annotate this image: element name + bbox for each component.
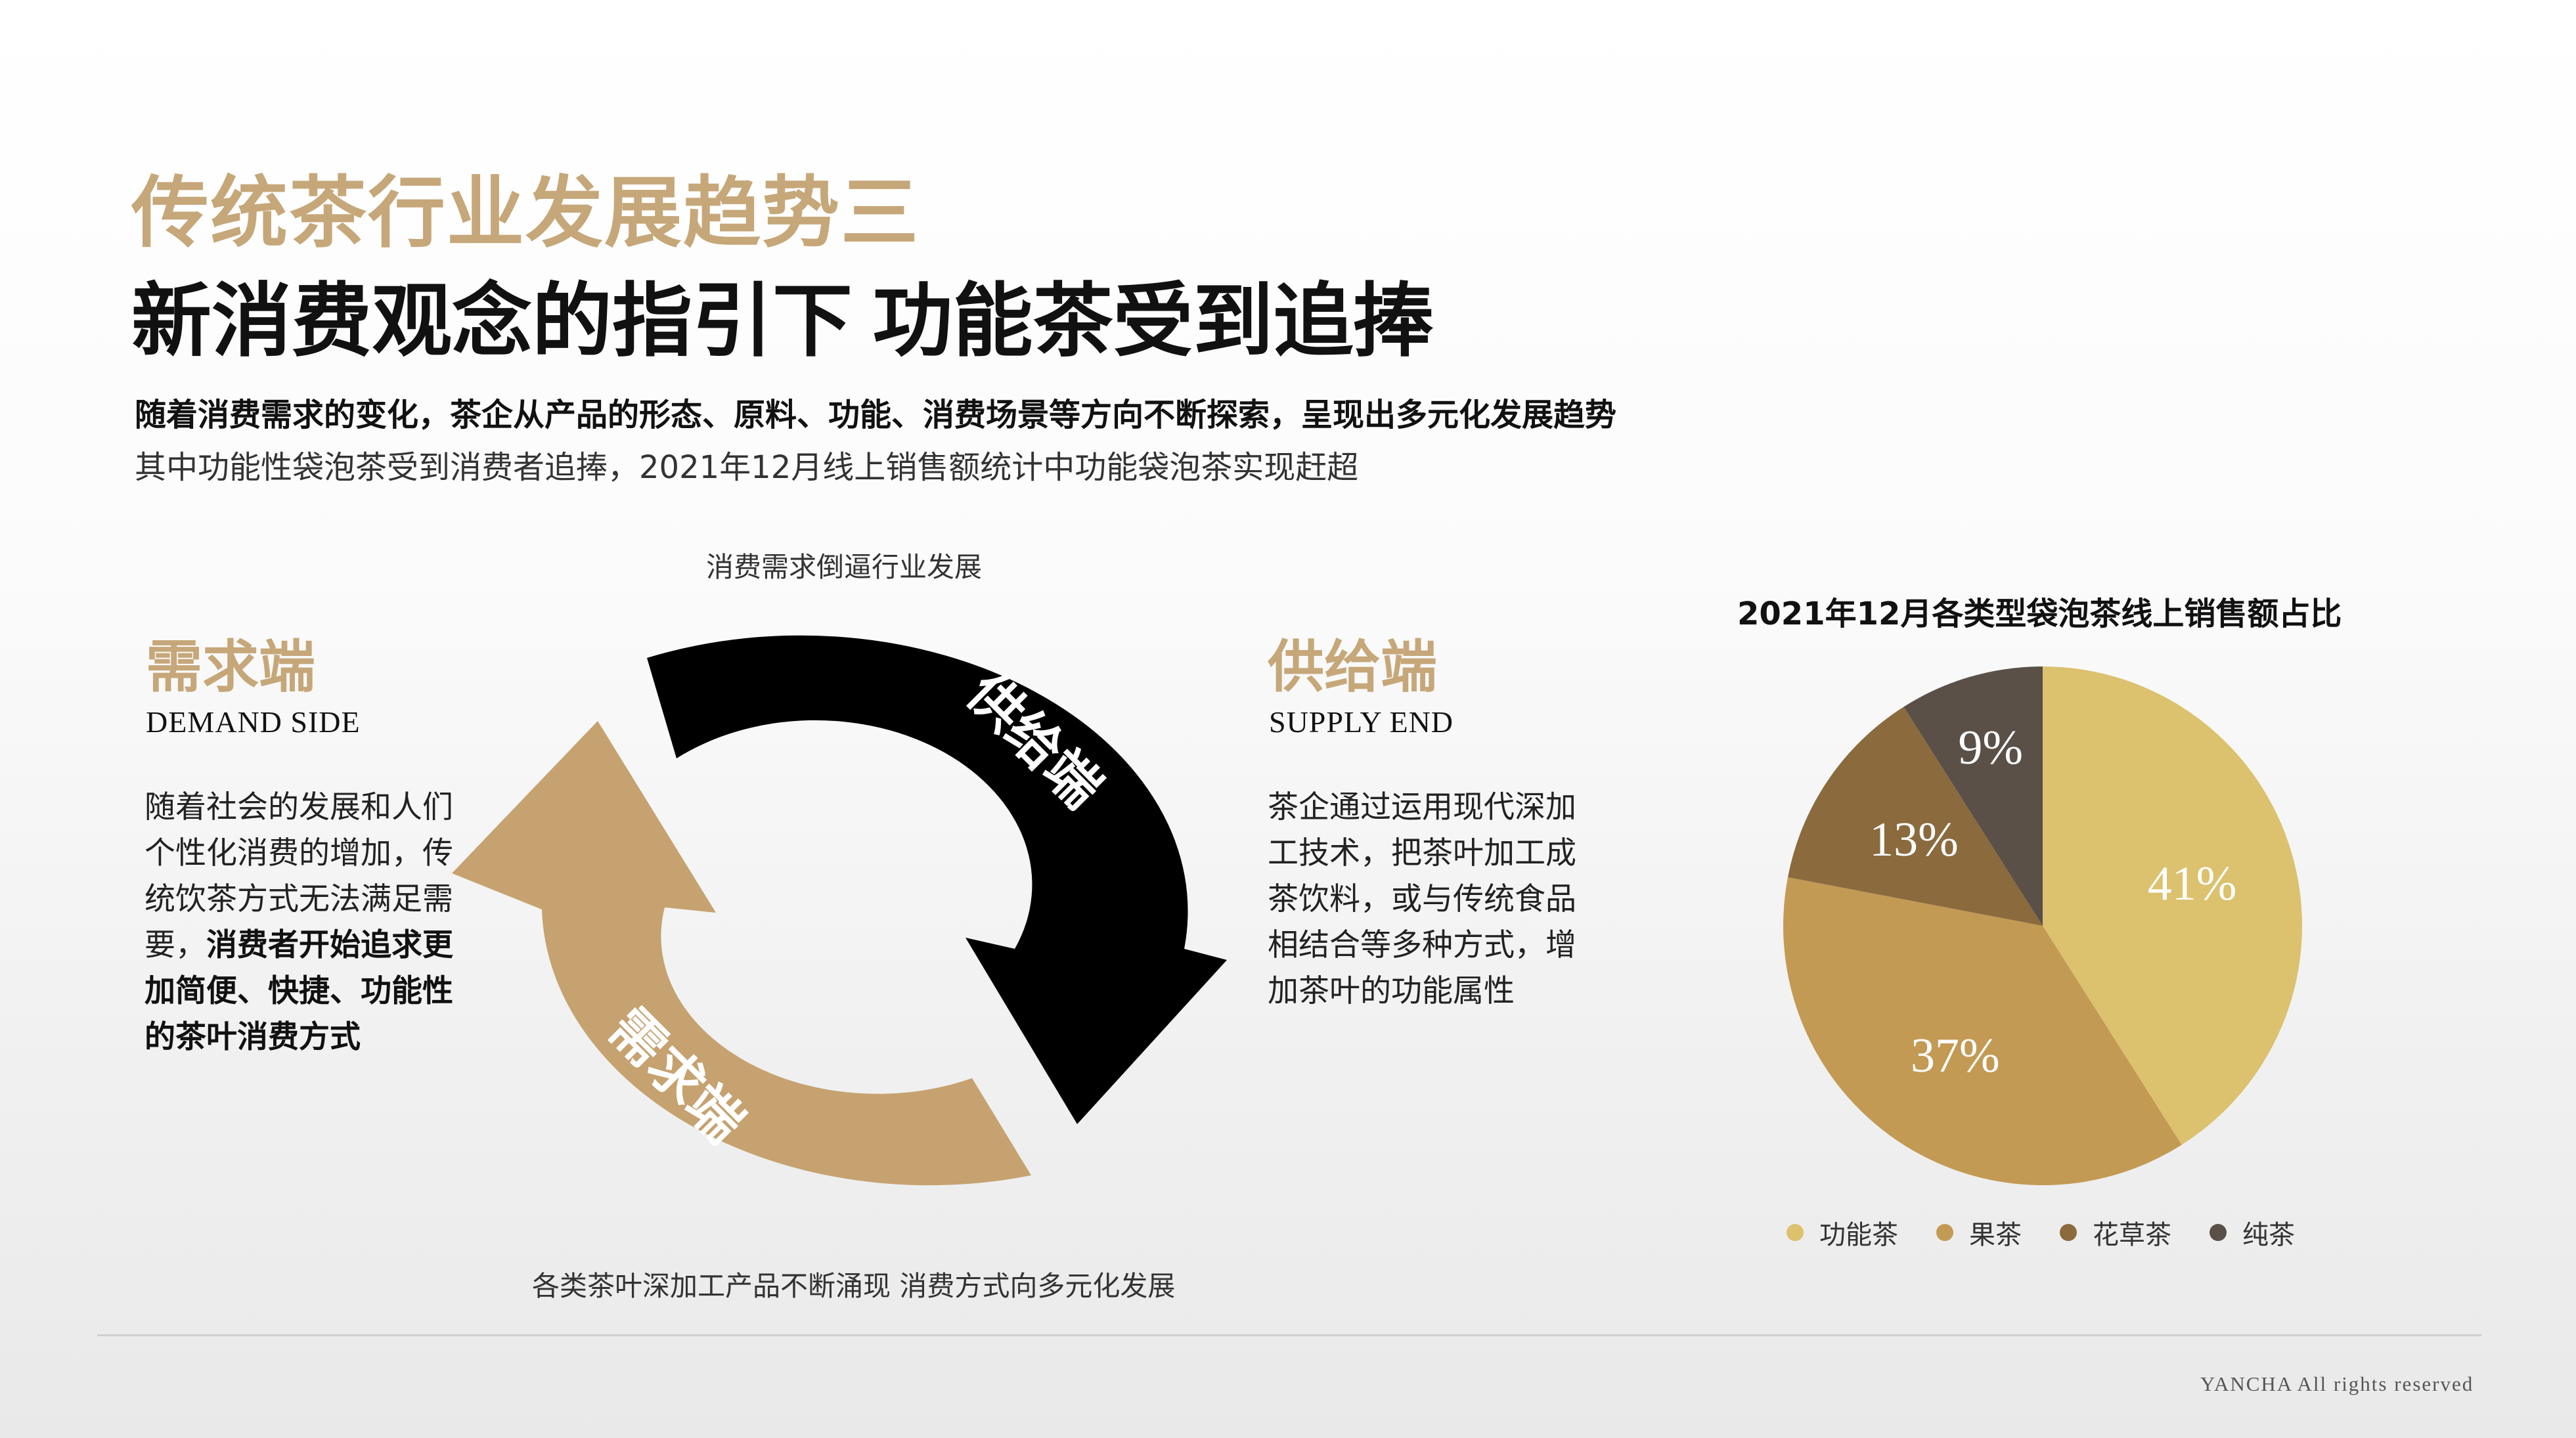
legend-label: 功能茶 bbox=[1819, 1220, 1898, 1250]
legend-swatch bbox=[1936, 1224, 1953, 1241]
supply-body: 茶企通过运用现代深加工技术，把茶叶加工成茶饮料，或与传统食品相结合等多种方式，增… bbox=[1268, 789, 1576, 1009]
pie-slice-label: 9% bbox=[1958, 721, 2023, 775]
legend-swatch bbox=[2210, 1224, 2227, 1241]
demand-body-bold: 消费者开始追求更加简便、快捷、功能性的茶叶消费方式 bbox=[144, 927, 453, 1055]
supply-english-heading: SUPPLY END bbox=[1269, 705, 1454, 739]
demand-english-heading: DEMAND SIDE bbox=[146, 705, 361, 739]
intro-bold-text: 随着消费需求的变化，茶企从产品的形态、原料、功能、消费场景等方向不断探索，呈现出… bbox=[135, 397, 1617, 433]
legend-label: 花草茶 bbox=[2093, 1220, 2171, 1250]
pie-chart: 41% 37% 13% 9% bbox=[1783, 666, 2302, 1185]
legend-item: 纯茶 bbox=[2210, 1213, 2295, 1252]
legend-swatch bbox=[1787, 1224, 1804, 1241]
demand-cycle-arrow bbox=[452, 721, 1031, 1186]
footer-divider bbox=[97, 1334, 2481, 1336]
pie-slice-label: 13% bbox=[1869, 813, 1959, 867]
intro-plain-text: 其中功能性袋泡茶受到消费者追捧，2021年12月线上销售额统计中功能袋泡茶实现赶… bbox=[135, 449, 1359, 486]
pie-slice-1 bbox=[2043, 666, 2302, 1145]
cycle-bottom-caption: 各类茶叶深加工产品不断涌现 消费方式向多元化发展 bbox=[532, 1270, 1176, 1302]
legend-item: 功能茶 bbox=[1787, 1213, 1898, 1252]
pie-slice-label: 41% bbox=[2148, 857, 2237, 911]
legend-item: 果茶 bbox=[1936, 1213, 2022, 1252]
pie-slice-2 bbox=[1783, 877, 2182, 1185]
pie-chart-title: 2021年12月各类型袋泡茶线上销售额占比 bbox=[1737, 596, 2342, 632]
pie-slice-label: 37% bbox=[1911, 1029, 2000, 1083]
legend-label: 果茶 bbox=[1969, 1220, 2022, 1250]
legend-item: 花草茶 bbox=[2060, 1213, 2171, 1252]
pie-legend: 功能茶 果茶 花草茶 纯茶 bbox=[1787, 1213, 2333, 1252]
legend-label: 纯茶 bbox=[2242, 1220, 2295, 1250]
supply-heading: 供给端 bbox=[1268, 636, 1437, 699]
demand-heading: 需求端 bbox=[146, 636, 315, 699]
cycle-diagram: 供给端 需求端 bbox=[452, 635, 1227, 1186]
cycle-top-caption: 消费需求倒逼行业发展 bbox=[706, 551, 983, 583]
page-title: 传统茶行业发展趋势三 bbox=[131, 171, 920, 257]
legend-swatch bbox=[2060, 1224, 2077, 1241]
demand-body-plain: 随着社会的发展和人们个性化消费的增加，传统饮茶方式无法满足需要， bbox=[144, 789, 453, 963]
page-subtitle: 新消费观念的指引下 功能茶受到追捧 bbox=[131, 278, 1434, 366]
demand-body: 随着社会的发展和人们个性化消费的增加，传统饮茶方式无法满足需要，消费者开始追求更… bbox=[144, 785, 453, 1060]
supply-cycle-arrow bbox=[647, 635, 1227, 1124]
pie-slice-3 bbox=[1787, 707, 2043, 926]
pie-slice-4 bbox=[1903, 666, 2043, 926]
footer-copyright: YANCHA All rights reserved bbox=[2200, 1372, 2474, 1395]
